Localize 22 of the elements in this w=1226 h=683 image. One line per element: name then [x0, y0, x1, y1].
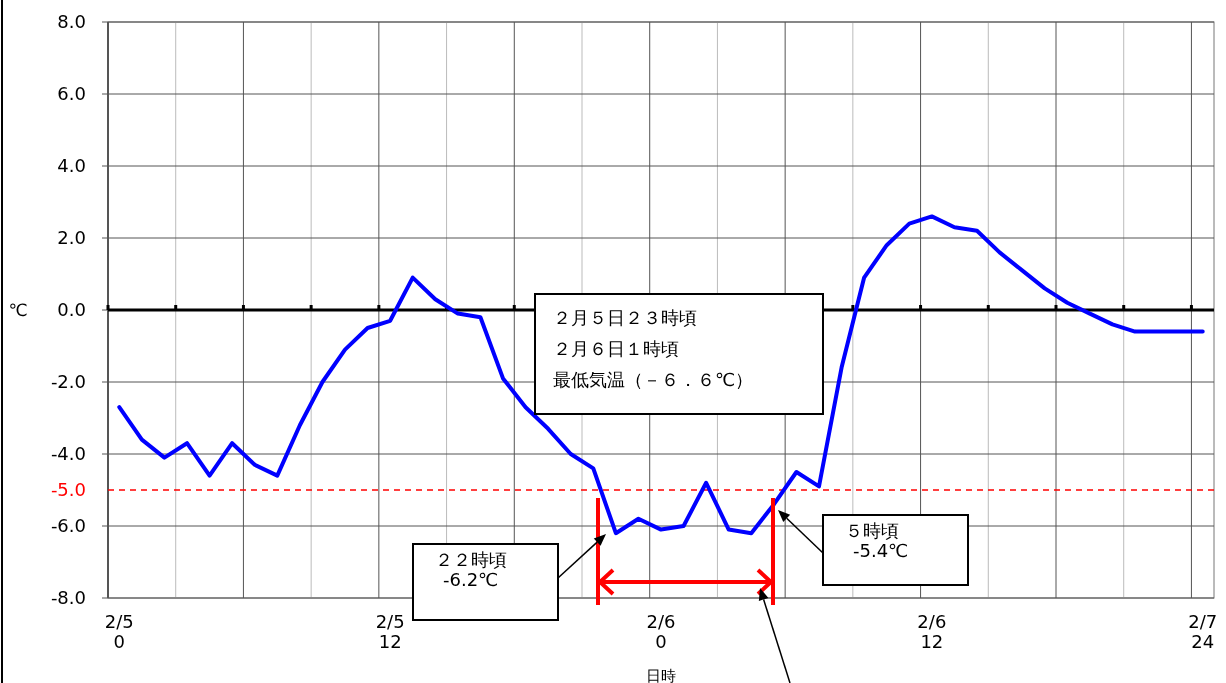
y-tick-label: -6.0 [50, 515, 86, 537]
annotation: 最低気温（－６．６℃） [553, 369, 754, 390]
y-tick-label: 2.0 [57, 227, 86, 249]
x-tick-label: 2/5 12 [375, 611, 405, 652]
y-axis-title: ℃ [8, 299, 28, 320]
annotation: ２２時頃 -6.2℃ [435, 549, 507, 590]
y-tick-label: 8.0 [57, 11, 86, 33]
x-axis-title: 日時 [646, 667, 676, 683]
y-tick-label: -8.0 [50, 587, 86, 609]
annotation: ２月６日１時頃 [553, 338, 679, 359]
y-tick-label: -2.0 [50, 371, 86, 393]
ref-line-label: -5.0 [50, 479, 86, 501]
y-tick-label: 4.0 [57, 155, 86, 177]
y-tick-label: -4.0 [50, 443, 86, 465]
annotation: ２月５日２３時頃 [553, 307, 697, 328]
x-tick-label: 2/6 0 [646, 611, 676, 652]
y-tick-label: 6.0 [57, 83, 86, 105]
x-tick-label: 2/7 24 [1188, 611, 1218, 652]
y-tick-label: 0.0 [57, 299, 86, 321]
x-tick-label: 2/5 0 [104, 611, 134, 652]
x-tick-label: 2/6 12 [917, 611, 947, 652]
annotation: ５時頃 -5.4℃ [845, 520, 909, 561]
